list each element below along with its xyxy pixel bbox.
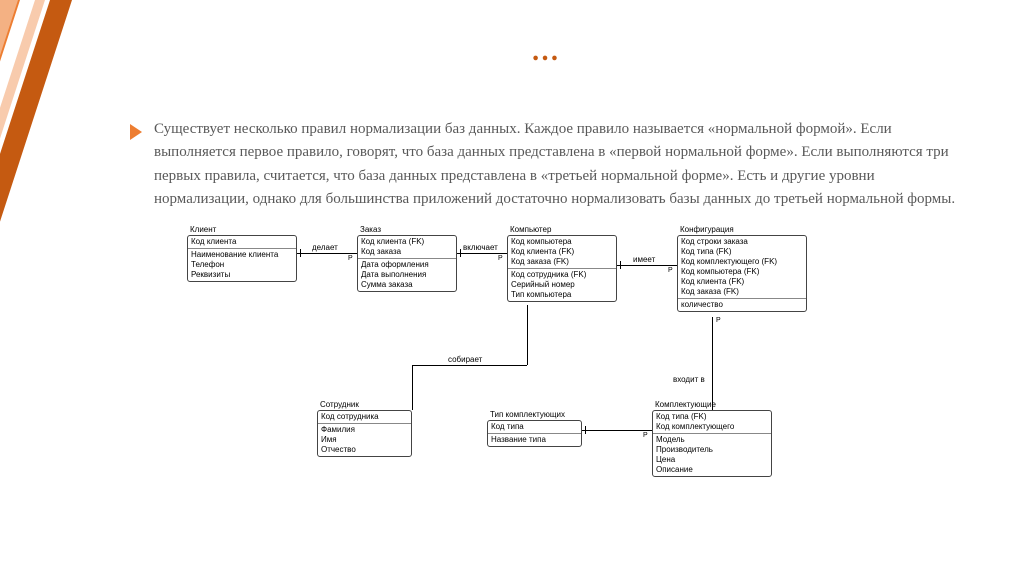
field: Код типа (491, 422, 578, 432)
edge (527, 305, 528, 365)
entity-title: Компьютер (507, 225, 617, 235)
edge-p: P (716, 317, 721, 324)
field: Реквизиты (191, 270, 293, 280)
field: Дата выполнения (361, 270, 453, 280)
bullet-row: Существует несколько правил нормализации… (130, 118, 964, 211)
entity-computer: Компьютер Код компьютера Код клиента (FK… (507, 225, 617, 302)
field: Код комплектующего (656, 422, 768, 432)
field: Код строки заказа (681, 237, 803, 247)
field: Код клиента (FK) (361, 237, 453, 247)
field: Код комплектующего (FK) (681, 257, 803, 267)
entity-title: Тип комплектующих (487, 410, 582, 420)
edge-p: P (498, 255, 503, 262)
entity-order: Заказ Код клиента (FK) Код заказа Дата о… (357, 225, 457, 292)
field: Код типа (FK) (656, 412, 768, 422)
edge-tick (585, 426, 586, 434)
entity-title: Сотрудник (317, 400, 412, 410)
edge-label: собирает (447, 355, 483, 364)
field: количество (681, 300, 803, 310)
er-diagram: Клиент Код клиента Наименование клиента … (187, 225, 907, 485)
field: Производитель (656, 445, 768, 455)
entity-title: Конфигурация (677, 225, 807, 235)
edge (457, 253, 507, 254)
entity-acc-type: Тип комплектующих Код типа Название типа (487, 410, 582, 447)
field: Код клиента (191, 237, 293, 247)
field: Название типа (491, 435, 578, 445)
edge (617, 265, 677, 266)
edge-tick (620, 261, 621, 269)
field: Модель (656, 435, 768, 445)
field: Цена (656, 455, 768, 465)
field: Дата оформления (361, 260, 453, 270)
field: Отчество (321, 445, 408, 455)
field: Сумма заказа (361, 280, 453, 290)
slide-title: … (130, 36, 964, 68)
entity-box: Код типа (FK) Код комплектующего Модель … (652, 410, 772, 477)
entity-accessory: Комплектующие Код типа (FK) Код комплект… (652, 400, 772, 477)
edge-tick (300, 249, 301, 257)
field: Телефон (191, 260, 293, 270)
edge-p: P (643, 432, 648, 439)
edge (582, 430, 652, 431)
field: Имя (321, 435, 408, 445)
edge (412, 365, 413, 410)
entity-title: Заказ (357, 225, 457, 235)
edge (712, 317, 713, 410)
edge (297, 253, 357, 254)
field: Код клиента (FK) (681, 277, 803, 287)
field: Код типа (FK) (681, 247, 803, 257)
field: Код клиента (FK) (511, 247, 613, 257)
edge-label: имеет (632, 255, 656, 264)
entity-box: Код сотрудника Фамилия Имя Отчество (317, 410, 412, 457)
edge-p: P (668, 267, 673, 274)
entity-config: Конфигурация Код строки заказа Код типа … (677, 225, 807, 312)
entity-box: Код клиента Наименование клиента Телефон… (187, 235, 297, 282)
edge-label: делает (311, 243, 339, 252)
edge (412, 365, 527, 366)
field: Серийный номер (511, 280, 613, 290)
field: Описание (656, 465, 768, 475)
field: Тип компьютера (511, 290, 613, 300)
edge-label: входит в (672, 375, 706, 384)
edge-label: включает (462, 243, 499, 252)
field: Наименование клиента (191, 250, 293, 260)
entity-client: Клиент Код клиента Наименование клиента … (187, 225, 297, 282)
field: Код заказа (FK) (681, 287, 803, 297)
field: Код заказа (FK) (511, 257, 613, 267)
entity-box: Код компьютера Код клиента (FK) Код зака… (507, 235, 617, 302)
field: Фамилия (321, 425, 408, 435)
entity-title: Клиент (187, 225, 297, 235)
field: Код заказа (361, 247, 453, 257)
slide-content: … Существует несколько правил нормализац… (0, 0, 1024, 485)
field: Код компьютера (511, 237, 613, 247)
edge-tick (460, 249, 461, 257)
entity-employee: Сотрудник Код сотрудника Фамилия Имя Отч… (317, 400, 412, 457)
field: Код сотрудника (321, 412, 408, 422)
body-paragraph: Существует несколько правил нормализации… (154, 118, 964, 211)
edge-p: P (348, 255, 353, 262)
entity-box: Код типа Название типа (487, 420, 582, 447)
entity-box: Код строки заказа Код типа (FK) Код комп… (677, 235, 807, 312)
entity-box: Код клиента (FK) Код заказа Дата оформле… (357, 235, 457, 292)
field: Код сотрудника (FK) (511, 270, 613, 280)
field: Код компьютера (FK) (681, 267, 803, 277)
chevron-right-icon (130, 124, 142, 140)
